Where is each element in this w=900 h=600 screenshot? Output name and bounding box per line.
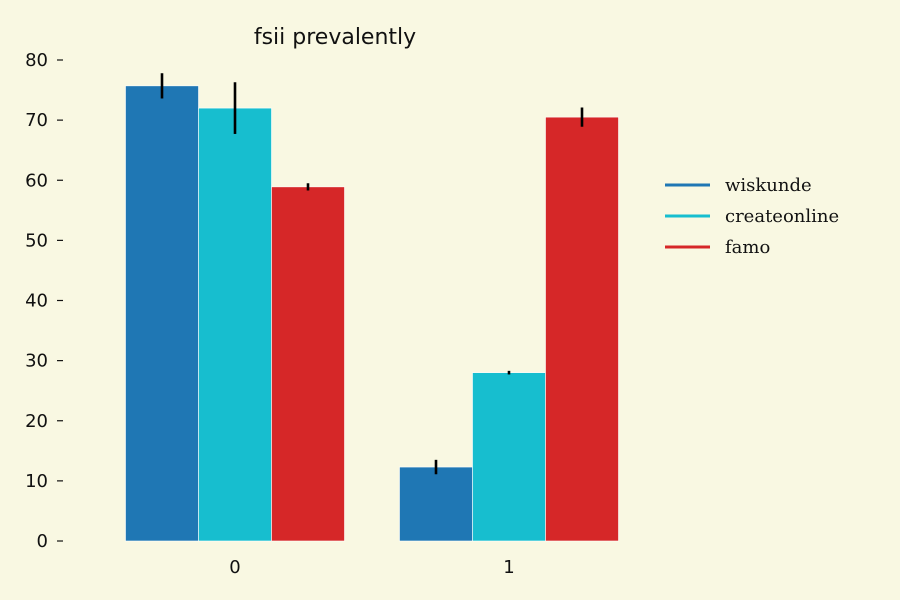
legend: wiskunde createonline famo bbox=[665, 175, 839, 258]
bars bbox=[125, 85, 619, 542]
y-tick-label: 30 bbox=[25, 351, 48, 372]
y-tick-label: 20 bbox=[25, 411, 48, 432]
y-tick-label: 0 bbox=[37, 531, 48, 552]
bar bbox=[125, 85, 199, 542]
legend-label: famo bbox=[725, 237, 770, 258]
bar bbox=[472, 372, 546, 542]
y-axis: 0 10 20 30 40 50 60 70 80 bbox=[25, 50, 63, 552]
bar bbox=[271, 186, 345, 542]
y-tick-label: 60 bbox=[25, 170, 48, 191]
y-tick-label: 70 bbox=[25, 110, 48, 131]
y-tick-label: 10 bbox=[25, 471, 48, 492]
legend-label: wiskunde bbox=[725, 175, 812, 196]
error-bars bbox=[160, 73, 584, 475]
y-tick-label: 50 bbox=[25, 230, 48, 251]
bar bbox=[399, 466, 473, 542]
y-tick-label: 80 bbox=[25, 50, 48, 71]
x-tick-label: 0 bbox=[229, 557, 240, 578]
bar bbox=[198, 107, 272, 542]
bar bbox=[545, 116, 619, 542]
legend-label: createonline bbox=[725, 206, 839, 227]
chart-title: fsii prevalently bbox=[254, 25, 416, 50]
y-tick-label: 40 bbox=[25, 291, 48, 312]
x-tick-label: 1 bbox=[503, 557, 514, 578]
